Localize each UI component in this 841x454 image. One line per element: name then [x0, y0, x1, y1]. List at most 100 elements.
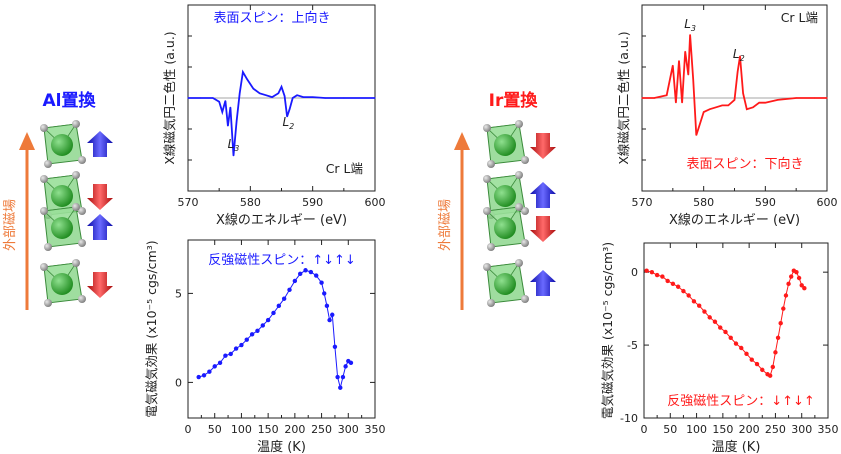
data-point — [712, 319, 718, 324]
data-point — [721, 104, 723, 107]
data-point — [302, 96, 304, 98]
x-axis-label: X線のエネルギー (eV) — [669, 212, 800, 228]
data-point — [760, 367, 765, 373]
data-point — [277, 92, 279, 94]
data-point — [255, 328, 260, 333]
y-axis-label: 電気磁気効果 (x10⁻⁵ cgs/cm³) — [600, 242, 615, 419]
data-point — [303, 268, 308, 273]
x-tick-label: 600 — [365, 196, 386, 209]
data-point — [695, 134, 697, 136]
spin-up-arrow-icon — [530, 182, 556, 208]
peak-label: L3 — [228, 137, 240, 153]
x-tick-label: 600 — [817, 196, 838, 209]
data-point — [644, 268, 649, 273]
data-point — [739, 55, 741, 57]
data-point — [196, 374, 201, 380]
data-point — [654, 272, 660, 278]
y-tick-label: 0 — [175, 376, 182, 389]
chart-title: 表面スピン：上向き — [213, 10, 330, 26]
y-axis-label: 電気磁気効果 (x10⁻⁵ cgs/cm³) — [144, 240, 159, 417]
x-tick-label: 0 — [641, 423, 648, 436]
x-axis-label: 温度 (K) — [257, 439, 306, 454]
data-point — [227, 125, 229, 127]
data-point — [681, 288, 686, 294]
data-point — [733, 341, 739, 346]
octahedron-icon — [40, 259, 86, 307]
data-point — [781, 306, 786, 311]
data-point — [670, 281, 676, 287]
field-label: 外部磁場 — [438, 199, 453, 251]
data-point — [319, 280, 324, 285]
spin-down-arrow-icon — [87, 272, 113, 298]
octahedron-icon — [40, 120, 86, 168]
x-tick-label: 250 — [765, 423, 786, 436]
x-tick-label: 150 — [712, 423, 733, 436]
data-point — [758, 102, 760, 104]
octahedron-icon — [483, 203, 529, 251]
data-point — [284, 95, 286, 97]
data-point — [260, 323, 265, 328]
data-point — [224, 100, 226, 102]
data-point — [187, 97, 189, 99]
x-tick-label: 350 — [365, 423, 386, 436]
data-point — [332, 344, 338, 349]
data-point — [752, 106, 754, 108]
data-point — [826, 97, 828, 99]
data-point — [678, 60, 680, 62]
data-point — [265, 317, 271, 323]
data-point — [697, 303, 702, 308]
data-point — [641, 97, 643, 99]
data-point — [228, 351, 233, 357]
data-point — [660, 274, 665, 279]
x-tick-label: 350 — [818, 423, 839, 436]
data-point — [218, 101, 220, 103]
peak-label: L3 — [684, 17, 696, 33]
x-tick-label: 250 — [311, 423, 332, 436]
data-point — [789, 274, 794, 279]
data-point — [221, 111, 223, 113]
spin-up-arrow-icon — [87, 131, 113, 157]
data-point — [212, 364, 217, 369]
data-point — [233, 346, 239, 351]
data-point — [783, 293, 789, 298]
data-point — [649, 269, 655, 275]
data-point — [733, 99, 736, 101]
x-tick-label: 100 — [231, 423, 252, 436]
ir-xmcd-chart: 570 580 590 600 X線のエネルギー (eV) X線磁気円二色性 (a.u.)… — [616, 4, 838, 228]
y-tick-label: 0 — [631, 266, 638, 279]
y-axis-label: X線磁気円二色性 (a.u.) — [162, 31, 177, 164]
x-tick-label: 590 — [755, 196, 776, 209]
data-point — [348, 360, 354, 366]
ir-me-chart: 0 50 100 150 200 250 300 350 -10 -5 0 温度 (K) 電気磁気効果 … — [600, 242, 839, 454]
data-point — [286, 116, 288, 118]
data-point — [794, 269, 799, 275]
data-point — [672, 64, 674, 67]
data-point — [691, 299, 697, 304]
data-point — [777, 99, 779, 101]
spin-down-arrow-icon — [530, 133, 556, 159]
data-point — [764, 102, 766, 104]
x-tick-label: 580 — [240, 196, 261, 209]
data-point — [236, 120, 238, 122]
octahedron-icon — [483, 259, 529, 307]
data-point — [796, 275, 802, 281]
spin-down-arrow-icon — [530, 216, 556, 242]
data-point — [229, 106, 231, 108]
data-point — [322, 291, 327, 296]
data-point — [746, 108, 748, 110]
data-point — [754, 361, 760, 367]
series-line — [642, 34, 827, 136]
data-point — [199, 97, 202, 99]
data-point — [287, 287, 292, 293]
left-structure-panel: Al置換 外部磁場 — [3, 90, 113, 310]
data-point — [702, 309, 707, 314]
plot-frame — [643, 242, 829, 419]
left-panel-title: Al置換 — [43, 90, 97, 111]
data-point — [232, 155, 235, 157]
data-point — [686, 293, 691, 298]
data-point — [239, 342, 244, 348]
x-tick-label: 50 — [663, 423, 677, 436]
data-point — [795, 97, 797, 99]
data-point — [330, 312, 335, 317]
